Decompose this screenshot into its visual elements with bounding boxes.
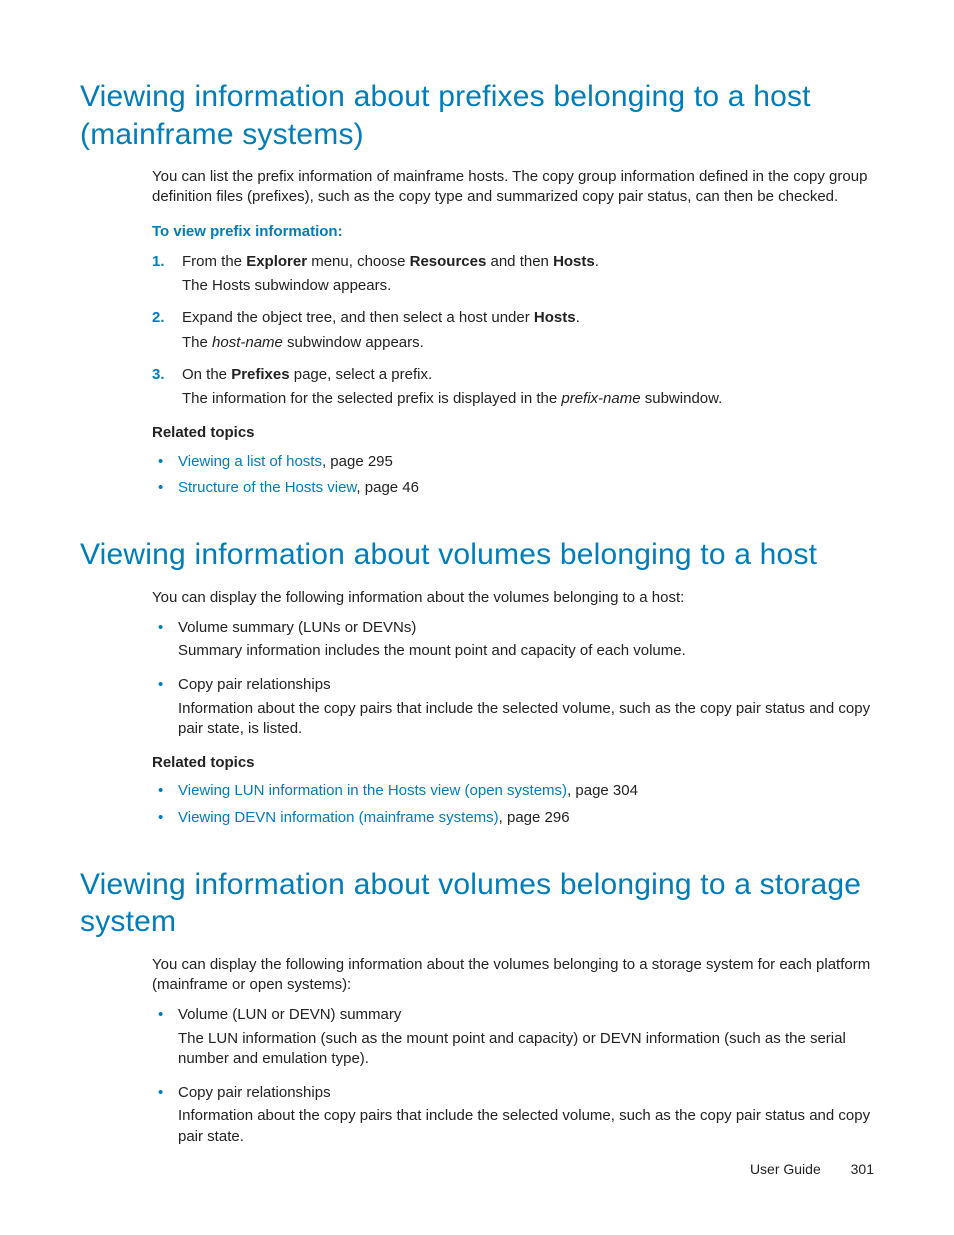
related-topics-list: Viewing a list of hosts, page 295 Struct… [152,452,874,499]
item-desc: Information about the copy pairs that in… [178,1106,874,1147]
step-2-sub: The host-name subwindow appears. [182,333,874,353]
list-item: Volume summary (LUNs or DEVNs) Summary i… [152,618,874,662]
section-heading-volumes-host: Viewing information about volumes belong… [80,536,874,574]
text: The [182,334,212,351]
step-1-sub: The Hosts subwindow appears. [182,276,874,296]
step-3-text: On the Prefixes page, select a prefix. [182,365,874,385]
page-ref: , page 296 [499,809,570,826]
section2-body: You can display the following informatio… [152,588,874,828]
hosts-label: Hosts [534,309,576,326]
related-topic-item: Viewing DEVN information (mainframe syst… [152,808,874,828]
page-footer: User Guide 301 [750,1161,874,1177]
step-2: 2. Expand the object tree, and then sele… [152,308,874,353]
related-topic-item: Viewing LUN information in the Hosts vie… [152,781,874,801]
item-desc: Summary information includes the mount p… [178,641,874,661]
item-desc: The LUN information (such as the mount p… [178,1029,874,1070]
text: . [595,253,599,270]
section1-intro: You can list the prefix information of m… [152,167,874,208]
item-desc: Information about the copy pairs that in… [178,699,874,740]
hosts-label: Hosts [553,253,595,270]
step-2-text: Expand the object tree, and then select … [182,308,874,328]
step-number: 3. [152,365,165,385]
item-term: Copy pair relationships [178,1083,874,1103]
footer-label: User Guide [750,1161,821,1177]
text: The information for the selected prefix … [182,390,561,407]
text: subwindow appears. [283,334,424,351]
host-name-italic: host-name [212,334,283,351]
section3-body: You can display the following informatio… [152,955,874,1147]
section3-items: Volume (LUN or DEVN) summary The LUN inf… [152,1005,874,1147]
text: From the [182,253,246,270]
page-ref: , page 304 [567,782,638,799]
text: menu, choose [307,253,410,270]
section2-intro: You can display the following informatio… [152,588,874,608]
section-heading-volumes-storage: Viewing information about volumes belong… [80,866,874,941]
text: On the [182,366,231,383]
page-ref: , page 295 [322,453,393,470]
step-1-text: From the Explorer menu, choose Resources… [182,252,874,272]
resources-label: Resources [410,253,487,270]
related-topics-heading: Related topics [152,423,874,443]
list-item: Volume (LUN or DEVN) summary The LUN inf… [152,1005,874,1069]
list-item: Copy pair relationships Information abou… [152,1083,874,1147]
related-topic-item: Structure of the Hosts view, page 46 [152,478,874,498]
related-topic-item: Viewing a list of hosts, page 295 [152,452,874,472]
link-viewing-hosts[interactable]: Viewing a list of hosts [178,453,322,470]
section1-body: You can list the prefix information of m… [152,167,874,498]
step-number: 2. [152,308,165,328]
text: Expand the object tree, and then select … [182,309,534,326]
text: page, select a prefix. [290,366,433,383]
item-term: Volume summary (LUNs or DEVNs) [178,618,874,638]
item-term: Volume (LUN or DEVN) summary [178,1005,874,1025]
link-lun-info[interactable]: Viewing LUN information in the Hosts vie… [178,782,567,799]
link-hosts-structure[interactable]: Structure of the Hosts view [178,479,356,496]
prefix-name-italic: prefix-name [561,390,640,407]
prefixes-label: Prefixes [231,366,289,383]
section-heading-prefixes: Viewing information about prefixes belon… [80,78,874,153]
step-number: 1. [152,252,165,272]
page-ref: , page 46 [356,479,419,496]
page-number: 301 [851,1161,874,1177]
text: . [576,309,580,326]
link-devn-info[interactable]: Viewing DEVN information (mainframe syst… [178,809,499,826]
related-topics-heading: Related topics [152,753,874,773]
text: subwindow. [641,390,723,407]
step-3: 3. On the Prefixes page, select a prefix… [152,365,874,410]
document-page: Viewing information about prefixes belon… [0,0,954,1235]
text: and then [486,253,553,270]
step-1: 1. From the Explorer menu, choose Resour… [152,252,874,297]
section2-items: Volume summary (LUNs or DEVNs) Summary i… [152,618,874,739]
step-3-sub: The information for the selected prefix … [182,389,874,409]
list-item: Copy pair relationships Information abou… [152,675,874,739]
item-term: Copy pair relationships [178,675,874,695]
explorer-label: Explorer [246,253,307,270]
procedure-steps: 1. From the Explorer menu, choose Resour… [152,252,874,410]
section3-intro: You can display the following informatio… [152,955,874,996]
procedure-title: To view prefix information: [152,222,874,242]
related-topics-list: Viewing LUN information in the Hosts vie… [152,781,874,828]
